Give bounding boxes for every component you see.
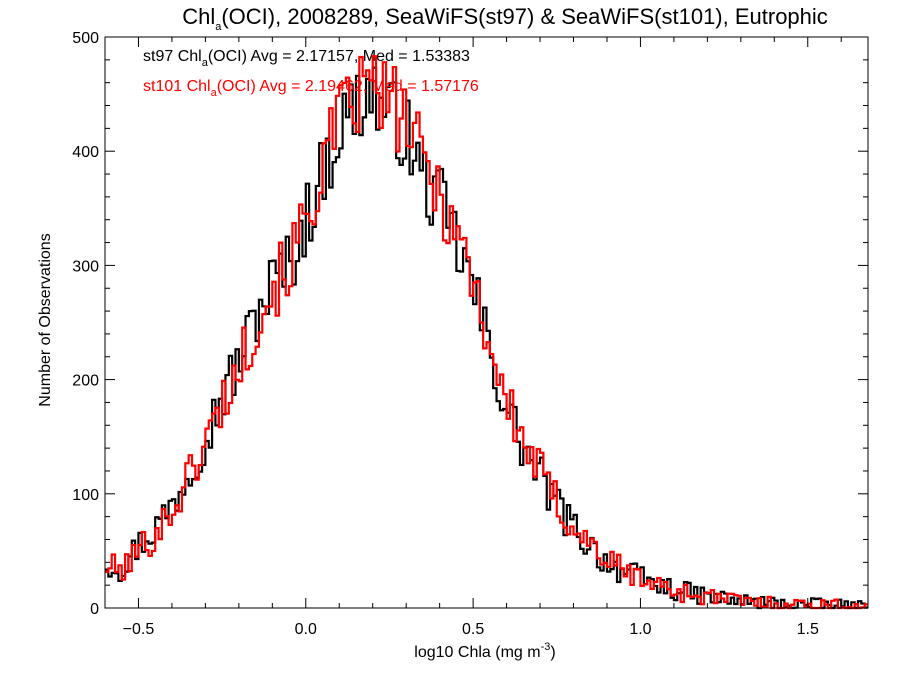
series-layer	[105, 55, 868, 610]
legend-st101-pre: st101 Chl	[143, 78, 211, 95]
axes-layer: −0.5 0.0 0.5 1.0 1.5 0 100 200 300 400 500	[72, 30, 869, 638]
legend-st97-pre: st97 Chl	[143, 48, 202, 65]
legend-st97-sub: a	[202, 57, 209, 69]
x-axis-label: log10 Chla (mg m-3)	[414, 641, 555, 661]
x-tick-label: 0.0	[295, 621, 317, 638]
legend-st101-post: (OCI) Avg = 2.19462, Med = 1.57176	[217, 78, 479, 95]
chart-title-prefix: Chl	[182, 4, 215, 29]
chart-title-rest: (OCI), 2008289, SeaWiFS(st97) & SeaWiFS(…	[221, 4, 827, 29]
chart-title: Chla(OCI), 2008289, SeaWiFS(st97) & SeaW…	[182, 4, 828, 33]
x-axis-label-main: log10 Chla (mg m	[414, 644, 540, 661]
x-tick-label: 0.5	[462, 621, 484, 638]
y-tick-label: 300	[72, 258, 99, 275]
legend-st97-post: (OCI) Avg = 2.17157, Med = 1.53383	[208, 48, 470, 65]
y-tick-label: 100	[72, 487, 99, 504]
y-tick-label: 200	[72, 373, 99, 390]
y-tick-label: 400	[72, 144, 99, 161]
x-tick-label: −0.5	[123, 621, 155, 638]
x-axis-label-sup: -3	[541, 641, 551, 653]
y-tick-label: 500	[72, 30, 99, 47]
chart-title-subscript: a	[215, 21, 222, 33]
x-tick-label: 1.5	[797, 621, 819, 638]
y-axis-label: Number of Observations	[37, 233, 54, 406]
legend-st101: st101 Chla(OCI) Avg = 2.19462, Med = 1.5…	[143, 78, 479, 99]
x-tick-label: 1.0	[629, 621, 651, 638]
x-axis-label-close: )	[550, 644, 555, 661]
legend-st97: st97 Chla(OCI) Avg = 2.17157, Med = 1.53…	[143, 48, 470, 69]
histogram-series-st101	[105, 55, 868, 610]
legend-st101-sub: a	[211, 87, 218, 99]
plot-frame	[104, 36, 869, 609]
y-tick-label: 0	[90, 601, 99, 618]
